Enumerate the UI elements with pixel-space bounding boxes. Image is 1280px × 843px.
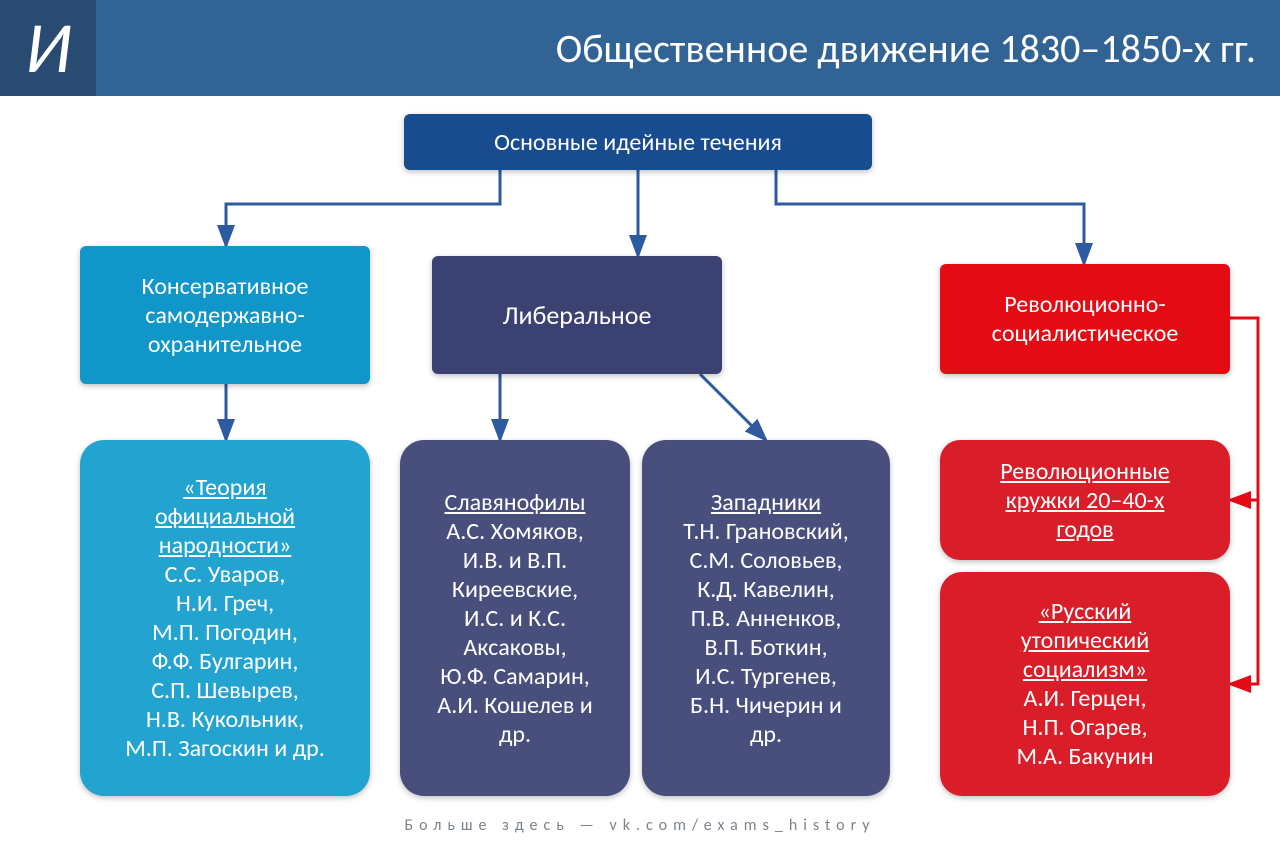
person-line: А.И. Кошелев и (437, 691, 592, 720)
person-line: Т.Н. Грановский, (683, 517, 849, 546)
branch-conservative: Консервативноесамодержавно-охранительное (80, 246, 370, 384)
person-line: А.И. Герцен, (1024, 684, 1147, 713)
node-title-line: «Теория (183, 473, 266, 502)
person-line: П.В. Анненков, (691, 604, 842, 633)
person-line: М.П. Загоскин и др. (125, 734, 325, 763)
person-line: Н.И. Греч, (176, 589, 274, 618)
node-title-line: годов (1056, 515, 1113, 544)
branch-revolutionary-line: Революционно- (1004, 290, 1166, 319)
node-title-line: Революционные (1000, 457, 1170, 486)
person-line: Киреевские, (452, 575, 578, 604)
person-line: Б.Н. Чичерин и (690, 691, 842, 720)
diagram-canvas: Основные идейные течения Консервативноес… (0, 96, 1280, 796)
person-line: С.П. Шевырев, (151, 676, 299, 705)
person-line: М.А. Бакунин (1016, 742, 1153, 771)
person-line: А.С. Хомяков, (446, 517, 584, 546)
node-title-line: утопический (1021, 626, 1149, 655)
person-line: Ю.Ф. Самарин, (440, 662, 590, 691)
header-icon: И (0, 0, 96, 96)
person-line: В.П. Боткин, (704, 633, 827, 662)
person-line: Аксаковы, (463, 633, 566, 662)
branch-revolutionary: Революционно-социалистическое (940, 264, 1230, 374)
node-title-line: народности» (159, 531, 292, 560)
node-title-line: официальной (155, 502, 295, 531)
person-line: др. (750, 720, 782, 749)
branch-conservative-line: Консервативное (142, 272, 309, 301)
person-line: др. (499, 720, 531, 749)
footer-credit: Больше здесь — vk.com/exams_history (0, 816, 1280, 835)
branch-conservative-line: охранительное (148, 330, 302, 359)
node-title-line: социализм» (1023, 655, 1147, 684)
person-line: К.Д. Кавелин, (697, 575, 835, 604)
person-line: Н.П. Огарев, (1022, 713, 1147, 742)
node-official-nationality: «Теорияофициальнойнародности»С.С. Уваров… (80, 440, 370, 796)
slavophiles-title: Славянофилы (445, 488, 586, 517)
person-line: С.М. Соловьев, (690, 546, 843, 575)
node-slavophiles: СлавянофилыА.С. Хомяков,И.В. и В.П.Кирее… (400, 440, 630, 796)
person-line: М.П. Погодин, (152, 618, 298, 647)
node-revolutionary-circles: Революционныекружки 20–40-хгодов (940, 440, 1230, 560)
slide-header: И Общественное движение 1830–1850-х гг. (0, 0, 1280, 96)
person-line: И.С. Тургенев, (695, 662, 837, 691)
branch-liberal: Либеральное (432, 256, 722, 374)
root-label: Основные идейные течения (494, 128, 782, 157)
root-node: Основные идейные течения (404, 114, 872, 170)
node-utopian-socialism: «Русскийутопическийсоциализм»А.И. Герцен… (940, 572, 1230, 796)
branch-conservative-line: самодержавно- (145, 301, 304, 330)
branch-liberal-label: Либеральное (503, 299, 652, 331)
person-line: С.С. Уваров, (165, 560, 286, 589)
person-line: Н.В. Кукольник, (146, 705, 304, 734)
branch-revolutionary-line: социалистическое (992, 319, 1179, 348)
node-title-line: «Русский (1039, 597, 1132, 626)
person-line: И.С. и К.С. (464, 604, 566, 633)
node-westernizers: ЗападникиТ.Н. Грановский,С.М. Соловьев,К… (642, 440, 890, 796)
westernizers-title: Западники (711, 488, 821, 517)
person-line: И.В. и В.П. (463, 546, 567, 575)
person-line: Ф.Ф. Булгарин, (152, 647, 299, 676)
slide-title: Общественное движение 1830–1850-х гг. (96, 0, 1280, 96)
node-title-line: кружки 20–40-х (1006, 486, 1165, 515)
